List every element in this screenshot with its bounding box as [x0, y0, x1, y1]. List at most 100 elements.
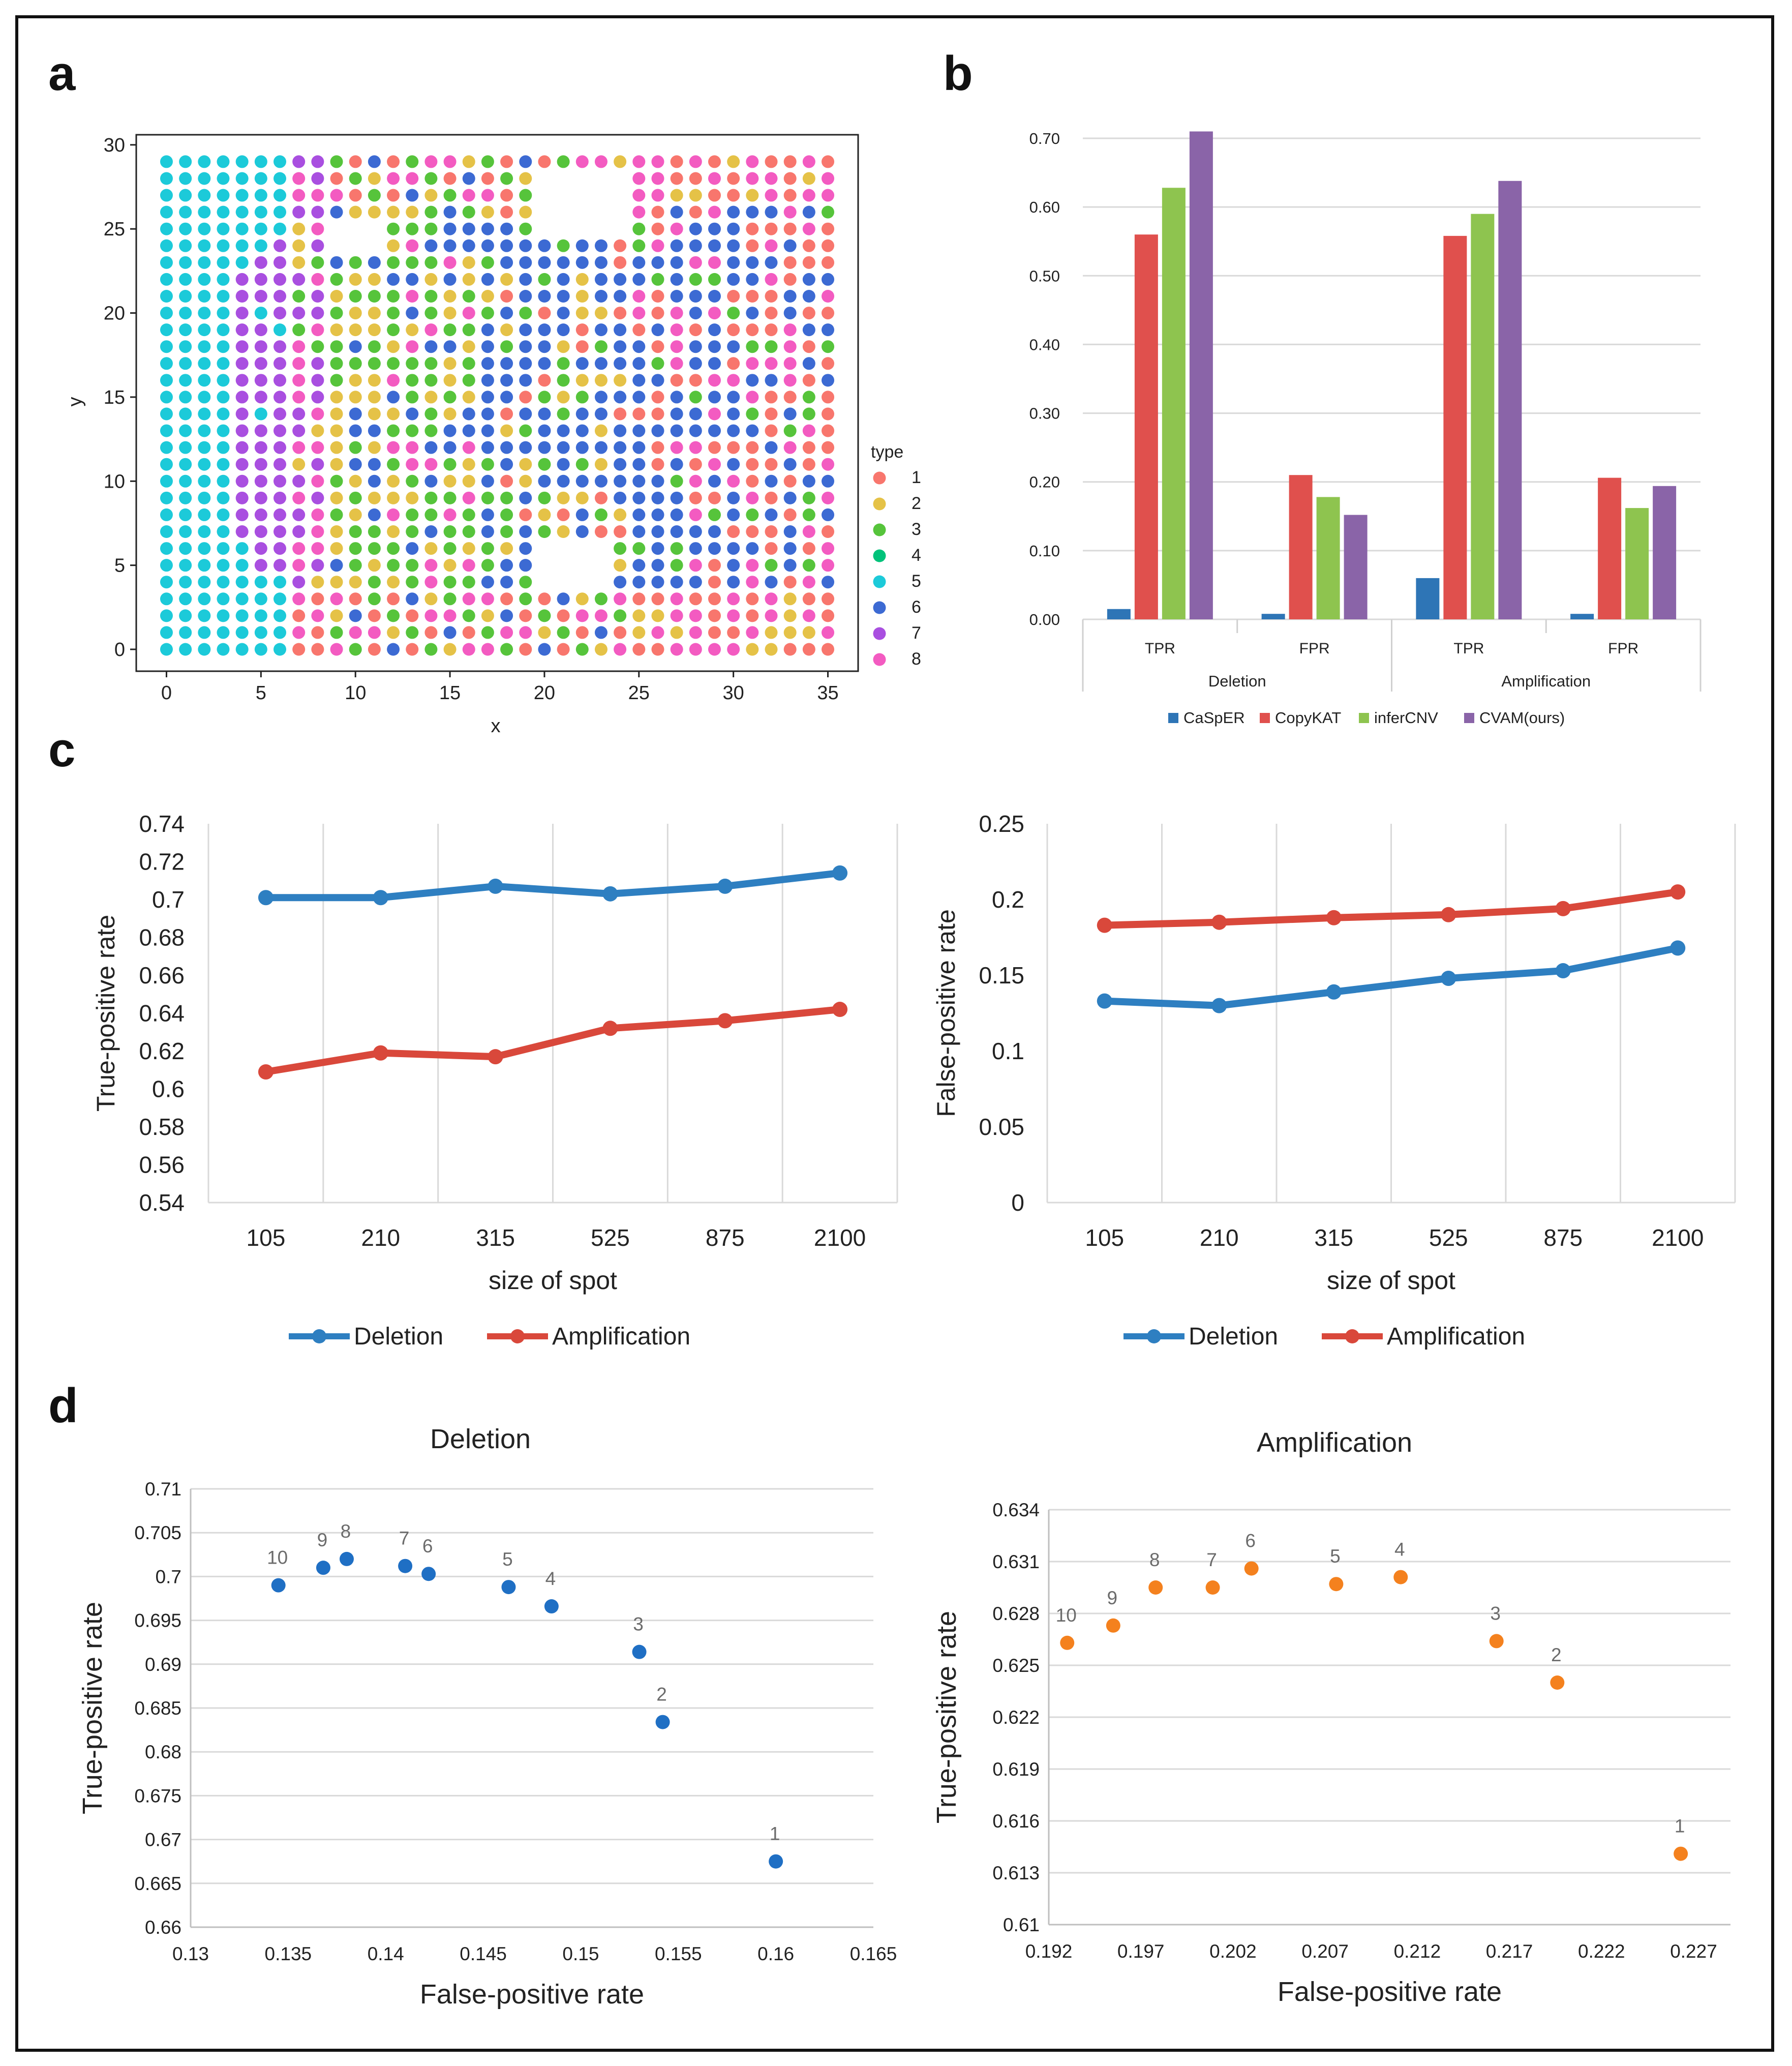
point-type-1 [500, 205, 513, 219]
point-type-8 [822, 542, 835, 555]
point-type-5 [254, 155, 267, 168]
point-type-6 [614, 474, 627, 488]
point-type-5 [254, 205, 267, 219]
point-type-5 [179, 289, 192, 303]
point-type-1 [670, 155, 683, 168]
point-type-3 [387, 289, 400, 303]
point-type-2 [424, 542, 438, 555]
point-type-3 [575, 458, 589, 471]
point-type-7 [254, 559, 267, 572]
point-type-7 [254, 323, 267, 337]
point-type-1 [651, 458, 664, 471]
point-type-6 [575, 407, 589, 421]
x-tick-label: 0.155 [655, 1943, 702, 1964]
series-point-amplification [1670, 884, 1686, 900]
point-type-2 [765, 643, 778, 656]
point-type-5 [160, 256, 173, 269]
series-point-amplification [832, 1002, 848, 1017]
y-tick-label: 0.54 [139, 1189, 185, 1216]
legend-label: 3 [912, 520, 921, 539]
point-type-6 [746, 205, 759, 219]
point-type-6 [575, 239, 589, 252]
point-type-5 [235, 626, 249, 639]
point-type-6 [594, 256, 608, 269]
point-type-5 [179, 323, 192, 337]
point-type-3 [349, 491, 362, 504]
point-type-8 [822, 189, 835, 202]
point-type-5 [179, 491, 192, 504]
point-type-6 [519, 273, 532, 286]
y-tick-label: 0.25 [979, 811, 1024, 837]
point-type-3 [746, 340, 759, 353]
point-type-7 [274, 424, 287, 437]
point-type-8 [462, 592, 475, 606]
bar-infercnv [1316, 497, 1340, 619]
point-type-2 [575, 289, 589, 303]
point-type-8 [311, 441, 324, 454]
point-type-2 [292, 239, 306, 252]
legend-label: CaSpER [1183, 709, 1245, 727]
point-type-1 [614, 626, 627, 639]
point-type-3 [462, 374, 475, 387]
point-type-6 [822, 273, 835, 286]
point-type-3 [632, 222, 646, 235]
category-label: FPR [1608, 640, 1638, 657]
point-type-3 [670, 542, 683, 555]
point-type-8 [519, 626, 532, 639]
point-type-5 [179, 643, 192, 656]
point-type-6 [349, 609, 362, 622]
point-type-5 [198, 239, 211, 252]
legend-marker [510, 1329, 525, 1343]
point-type-2 [368, 273, 381, 286]
point-type-6 [594, 323, 608, 337]
point-type-7 [274, 357, 287, 370]
point-type-6 [519, 256, 532, 269]
point-type-1 [802, 307, 815, 320]
point-type-6 [783, 542, 797, 555]
point-type-2 [311, 424, 324, 437]
point-type-1 [311, 626, 324, 639]
point-type-8 [292, 491, 306, 504]
point-type-2 [594, 374, 608, 387]
data-point [1060, 1635, 1075, 1650]
point-type-6 [500, 357, 513, 370]
point-type-6 [406, 273, 419, 286]
point-type-1 [765, 391, 778, 404]
point-type-6 [462, 407, 475, 421]
y-tick-label: 0.619 [992, 1759, 1040, 1780]
group-label: Deletion [1208, 672, 1266, 690]
point-type-3 [462, 323, 475, 337]
point-type-3 [368, 542, 381, 555]
point-type-7 [292, 307, 306, 320]
point-type-6 [538, 407, 551, 421]
point-type-2 [330, 525, 343, 538]
point-type-2 [443, 289, 457, 303]
point-type-6 [406, 407, 419, 421]
point-type-6 [519, 155, 532, 168]
point-type-1 [614, 256, 627, 269]
point-type-6 [538, 323, 551, 337]
point-type-1 [424, 626, 438, 639]
point-type-1 [670, 374, 683, 387]
point-type-3 [424, 222, 438, 235]
point-type-6 [557, 441, 570, 454]
point-type-8 [651, 155, 664, 168]
point-type-1 [822, 592, 835, 606]
point-type-3 [765, 340, 778, 353]
legend-marker-8 [873, 653, 886, 666]
x-tick-label: 2100 [1652, 1224, 1704, 1251]
point-type-2 [443, 559, 457, 572]
y-tick-label: 0.695 [134, 1610, 181, 1631]
point-type-2 [462, 256, 475, 269]
point-type-8 [689, 559, 702, 572]
point-type-3 [349, 542, 362, 555]
point-type-1 [651, 289, 664, 303]
point-type-8 [632, 205, 646, 219]
point-type-7 [254, 458, 267, 471]
point-type-1 [538, 307, 551, 320]
point-type-7 [311, 357, 324, 370]
point-type-3 [557, 374, 570, 387]
point-type-6 [424, 525, 438, 538]
point-type-7 [254, 256, 267, 269]
point-type-6 [727, 256, 740, 269]
